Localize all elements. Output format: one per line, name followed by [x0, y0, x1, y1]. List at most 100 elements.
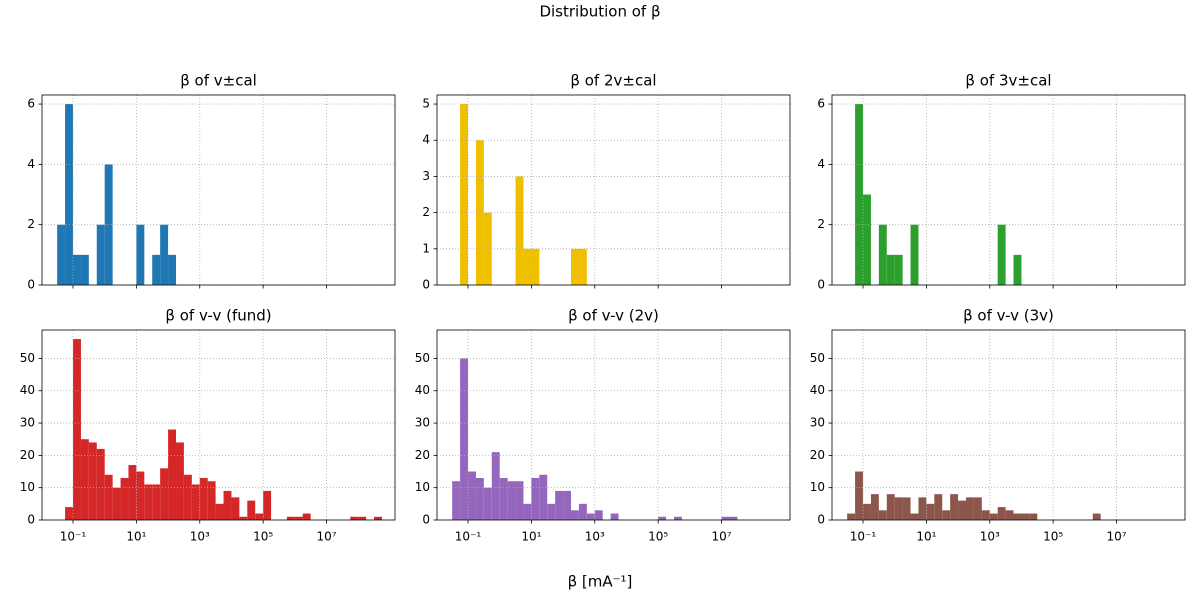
bar: [878, 510, 887, 520]
y-tick-label: 10: [810, 480, 825, 494]
bar: [144, 484, 153, 520]
bar: [104, 474, 113, 520]
x-tick-label: 10⁵: [648, 530, 668, 544]
bar: [902, 497, 911, 520]
y-tick-label: 10: [20, 480, 35, 494]
y-tick-label: 20: [20, 448, 35, 462]
bar: [176, 442, 184, 520]
bar: [452, 481, 461, 520]
bar: [65, 507, 74, 520]
bar: [160, 224, 169, 285]
bar: [136, 471, 145, 520]
subplot-title: β of v-v (2v): [568, 307, 659, 325]
bar: [507, 481, 516, 520]
bar: [350, 516, 359, 520]
bar: [547, 503, 556, 520]
bar: [460, 358, 469, 520]
y-tick-label: 4: [817, 157, 825, 171]
bar: [1021, 513, 1030, 520]
bar: [1092, 513, 1101, 520]
bar: [910, 513, 919, 520]
bar: [80, 439, 89, 520]
y-tick-label: 6: [817, 97, 825, 111]
bar: [475, 477, 484, 520]
bar: [1005, 510, 1014, 520]
x-tick-label: 10³: [585, 530, 605, 544]
y-tick-label: 50: [810, 351, 825, 365]
bar: [578, 503, 587, 520]
figure-title: Distribution of β: [539, 3, 660, 21]
bar: [658, 516, 667, 520]
bar: [950, 494, 959, 520]
y-tick-label: 0: [817, 513, 825, 527]
y-tick-label: 2: [422, 205, 430, 219]
y-tick-label: 0: [422, 513, 430, 527]
x-tick-label: 10⁻¹: [455, 530, 482, 544]
y-tick-label: 40: [20, 383, 35, 397]
subplot-title: β of v-v (3v): [963, 307, 1054, 325]
bar: [721, 516, 730, 520]
bar: [207, 481, 216, 520]
axes-frame: [436, 94, 791, 286]
bar: [168, 429, 177, 520]
subplot-title: β of 3v±cal: [965, 72, 1051, 90]
bar: [539, 474, 548, 520]
bar: [997, 224, 1006, 285]
bar: [594, 510, 603, 520]
bar: [847, 513, 856, 520]
bar: [855, 471, 864, 520]
y-tick-label: 20: [810, 448, 825, 462]
bar: [515, 176, 524, 285]
bar: [88, 442, 97, 520]
bar: [855, 104, 864, 285]
axes-frame: [831, 329, 1186, 521]
y-tick-label: 30: [810, 416, 825, 430]
x-tick-label: 10⁷: [316, 530, 336, 544]
bar: [673, 516, 682, 520]
bar: [263, 490, 272, 520]
axes-frame: [41, 94, 396, 286]
x-tick-label: 10⁵: [1043, 530, 1063, 544]
bar: [894, 254, 903, 285]
bar: [255, 513, 264, 520]
bar: [374, 516, 382, 520]
bar: [294, 516, 303, 520]
bar: [128, 465, 137, 520]
y-tick-label: 0: [422, 278, 430, 292]
subplot-title: β of 2v±cal: [570, 72, 656, 90]
bar: [523, 503, 532, 520]
bar: [515, 481, 524, 520]
y-tick-label: 0: [817, 278, 825, 292]
bar: [1013, 513, 1022, 520]
bar: [910, 224, 919, 285]
bar: [168, 254, 177, 285]
bar: [973, 497, 982, 520]
bar: [997, 507, 1006, 520]
axes-frame: [831, 94, 1186, 286]
bar: [223, 490, 232, 520]
bar: [586, 513, 595, 520]
bar: [73, 254, 81, 285]
bar: [152, 484, 161, 520]
bar: [729, 516, 738, 520]
bar: [199, 477, 208, 520]
bar: [531, 477, 540, 520]
y-tick-label: 4: [27, 157, 35, 171]
x-tick-label: 10⁵: [253, 530, 273, 544]
bar: [483, 487, 492, 520]
bar: [966, 497, 974, 520]
bar: [160, 468, 169, 520]
bar: [863, 503, 871, 520]
bar: [989, 513, 998, 520]
axes-frame: [436, 329, 791, 521]
x-axis-label: β [mA⁻¹]: [568, 573, 633, 591]
bar: [863, 194, 871, 285]
bar: [96, 224, 105, 285]
bar: [894, 497, 903, 520]
bar: [65, 104, 74, 285]
bar: [1029, 513, 1038, 520]
x-tick-label: 10¹: [916, 530, 936, 544]
bar: [460, 104, 469, 285]
